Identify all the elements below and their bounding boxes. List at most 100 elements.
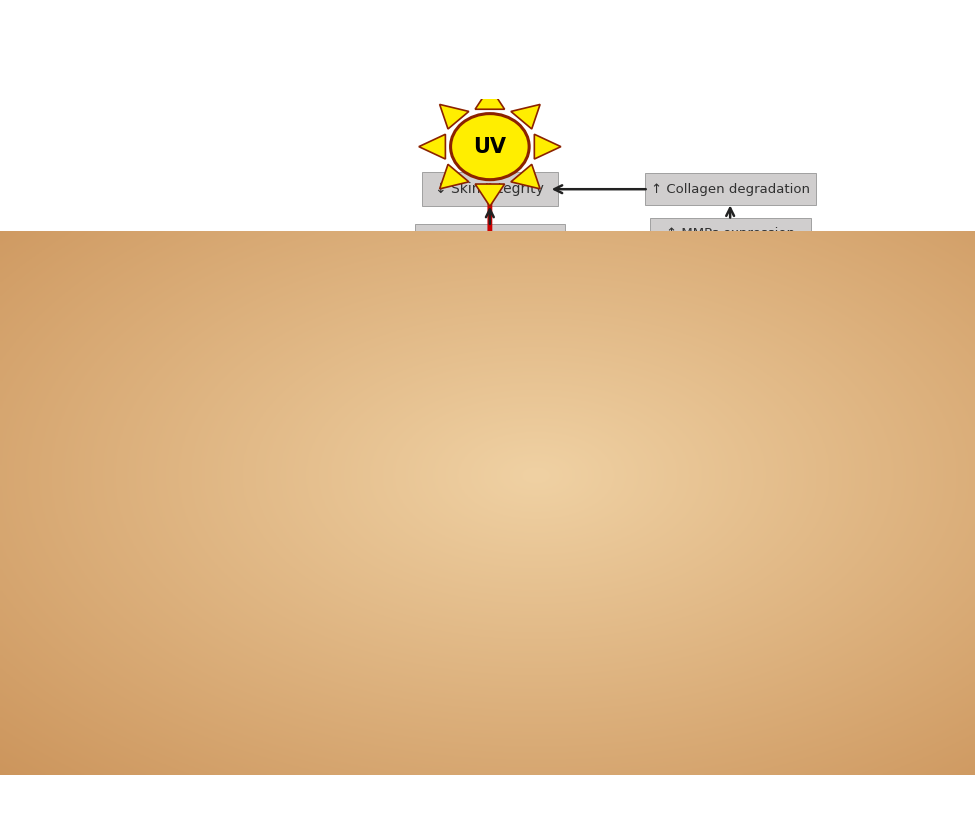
Ellipse shape	[664, 427, 682, 447]
Text: Genetic mutation,
e.g., p53: Genetic mutation, e.g., p53	[182, 320, 295, 348]
FancyBboxPatch shape	[109, 393, 165, 442]
Ellipse shape	[706, 464, 724, 483]
FancyBboxPatch shape	[150, 402, 207, 451]
Ellipse shape	[566, 470, 584, 490]
Text: UV: UV	[474, 137, 506, 157]
Ellipse shape	[211, 420, 229, 440]
FancyBboxPatch shape	[275, 412, 332, 461]
Ellipse shape	[789, 458, 807, 478]
Text: ↓ Collagen synthesis: ↓ Collagen synthesis	[419, 233, 561, 247]
FancyBboxPatch shape	[438, 319, 542, 351]
Ellipse shape	[706, 425, 724, 444]
FancyBboxPatch shape	[313, 430, 369, 479]
FancyBboxPatch shape	[687, 374, 743, 423]
Text: ↑ Skin cancer: ↑ Skin cancer	[192, 264, 286, 277]
Ellipse shape	[748, 382, 765, 402]
FancyBboxPatch shape	[275, 451, 332, 501]
FancyBboxPatch shape	[192, 487, 248, 537]
Ellipse shape	[506, 526, 524, 545]
Ellipse shape	[566, 510, 584, 530]
Ellipse shape	[396, 510, 414, 530]
Ellipse shape	[170, 493, 188, 512]
FancyBboxPatch shape	[645, 416, 701, 465]
FancyBboxPatch shape	[438, 514, 493, 563]
Ellipse shape	[869, 415, 886, 435]
FancyBboxPatch shape	[109, 471, 165, 521]
Ellipse shape	[128, 444, 146, 464]
FancyBboxPatch shape	[577, 485, 634, 535]
Text: ↑ Keratinocyte
Differentiation: ↑ Keratinocyte Differentiation	[197, 530, 302, 558]
FancyBboxPatch shape	[234, 412, 290, 461]
Text: Vitamin C attenuates UV irradiation-mediated damages in Skin. AP-1,
activation p: Vitamin C attenuates UV irradiation-medi…	[212, 697, 788, 736]
Polygon shape	[475, 87, 505, 109]
FancyBboxPatch shape	[347, 446, 403, 495]
Ellipse shape	[332, 481, 350, 501]
Ellipse shape	[253, 463, 271, 483]
Ellipse shape	[294, 502, 312, 521]
FancyBboxPatch shape	[487, 514, 543, 563]
Ellipse shape	[748, 461, 765, 480]
Ellipse shape	[789, 379, 807, 398]
Ellipse shape	[426, 480, 445, 499]
FancyBboxPatch shape	[150, 481, 207, 530]
FancyBboxPatch shape	[109, 431, 165, 482]
FancyBboxPatch shape	[607, 433, 664, 483]
FancyBboxPatch shape	[415, 224, 565, 256]
Ellipse shape	[366, 458, 384, 478]
Ellipse shape	[831, 455, 849, 475]
FancyBboxPatch shape	[438, 474, 493, 524]
FancyBboxPatch shape	[408, 507, 463, 557]
FancyBboxPatch shape	[644, 173, 815, 205]
FancyBboxPatch shape	[770, 446, 826, 495]
Ellipse shape	[664, 389, 682, 408]
FancyBboxPatch shape	[577, 446, 634, 495]
FancyBboxPatch shape	[234, 490, 290, 540]
FancyBboxPatch shape	[770, 407, 826, 456]
Text: ↓ Skin Integrity: ↓ Skin Integrity	[436, 182, 544, 196]
Polygon shape	[511, 164, 540, 189]
Ellipse shape	[211, 460, 229, 479]
Text: Transepidermal
water loss: Transepidermal water loss	[610, 543, 707, 571]
Ellipse shape	[597, 458, 614, 478]
Text: ↓ TGF-β: ↓ TGF-β	[462, 329, 517, 342]
Ellipse shape	[831, 417, 849, 436]
FancyBboxPatch shape	[177, 253, 300, 288]
FancyBboxPatch shape	[192, 448, 248, 497]
FancyBboxPatch shape	[586, 533, 731, 581]
FancyBboxPatch shape	[547, 498, 604, 548]
Ellipse shape	[748, 422, 765, 441]
FancyBboxPatch shape	[849, 403, 906, 453]
FancyBboxPatch shape	[172, 310, 306, 358]
FancyBboxPatch shape	[181, 370, 296, 406]
Text: AP-1 and/or NF-κB activation: AP-1 and/or NF-κB activation	[641, 274, 820, 286]
Ellipse shape	[831, 377, 849, 397]
Text: DNA damage: DNA damage	[188, 381, 290, 395]
FancyBboxPatch shape	[635, 310, 826, 358]
Ellipse shape	[789, 418, 807, 438]
Polygon shape	[511, 105, 540, 129]
Polygon shape	[475, 184, 505, 206]
Ellipse shape	[332, 441, 350, 461]
Ellipse shape	[128, 404, 146, 424]
Ellipse shape	[253, 502, 271, 521]
Circle shape	[450, 114, 529, 180]
Polygon shape	[440, 345, 540, 431]
FancyBboxPatch shape	[687, 412, 743, 462]
Ellipse shape	[294, 463, 312, 483]
Text: ROS: ROS	[465, 378, 514, 398]
FancyBboxPatch shape	[431, 271, 549, 304]
FancyBboxPatch shape	[770, 367, 826, 417]
FancyBboxPatch shape	[649, 218, 810, 249]
FancyBboxPatch shape	[234, 451, 290, 501]
Ellipse shape	[128, 483, 146, 502]
FancyBboxPatch shape	[347, 485, 403, 535]
Text: Oxidative Stress: Oxidative Stress	[666, 381, 795, 395]
FancyBboxPatch shape	[408, 468, 463, 517]
FancyBboxPatch shape	[812, 444, 868, 493]
Ellipse shape	[627, 484, 644, 504]
FancyBboxPatch shape	[728, 410, 785, 460]
FancyBboxPatch shape	[547, 459, 604, 508]
Ellipse shape	[456, 486, 475, 506]
FancyBboxPatch shape	[687, 452, 743, 502]
Ellipse shape	[426, 519, 445, 539]
